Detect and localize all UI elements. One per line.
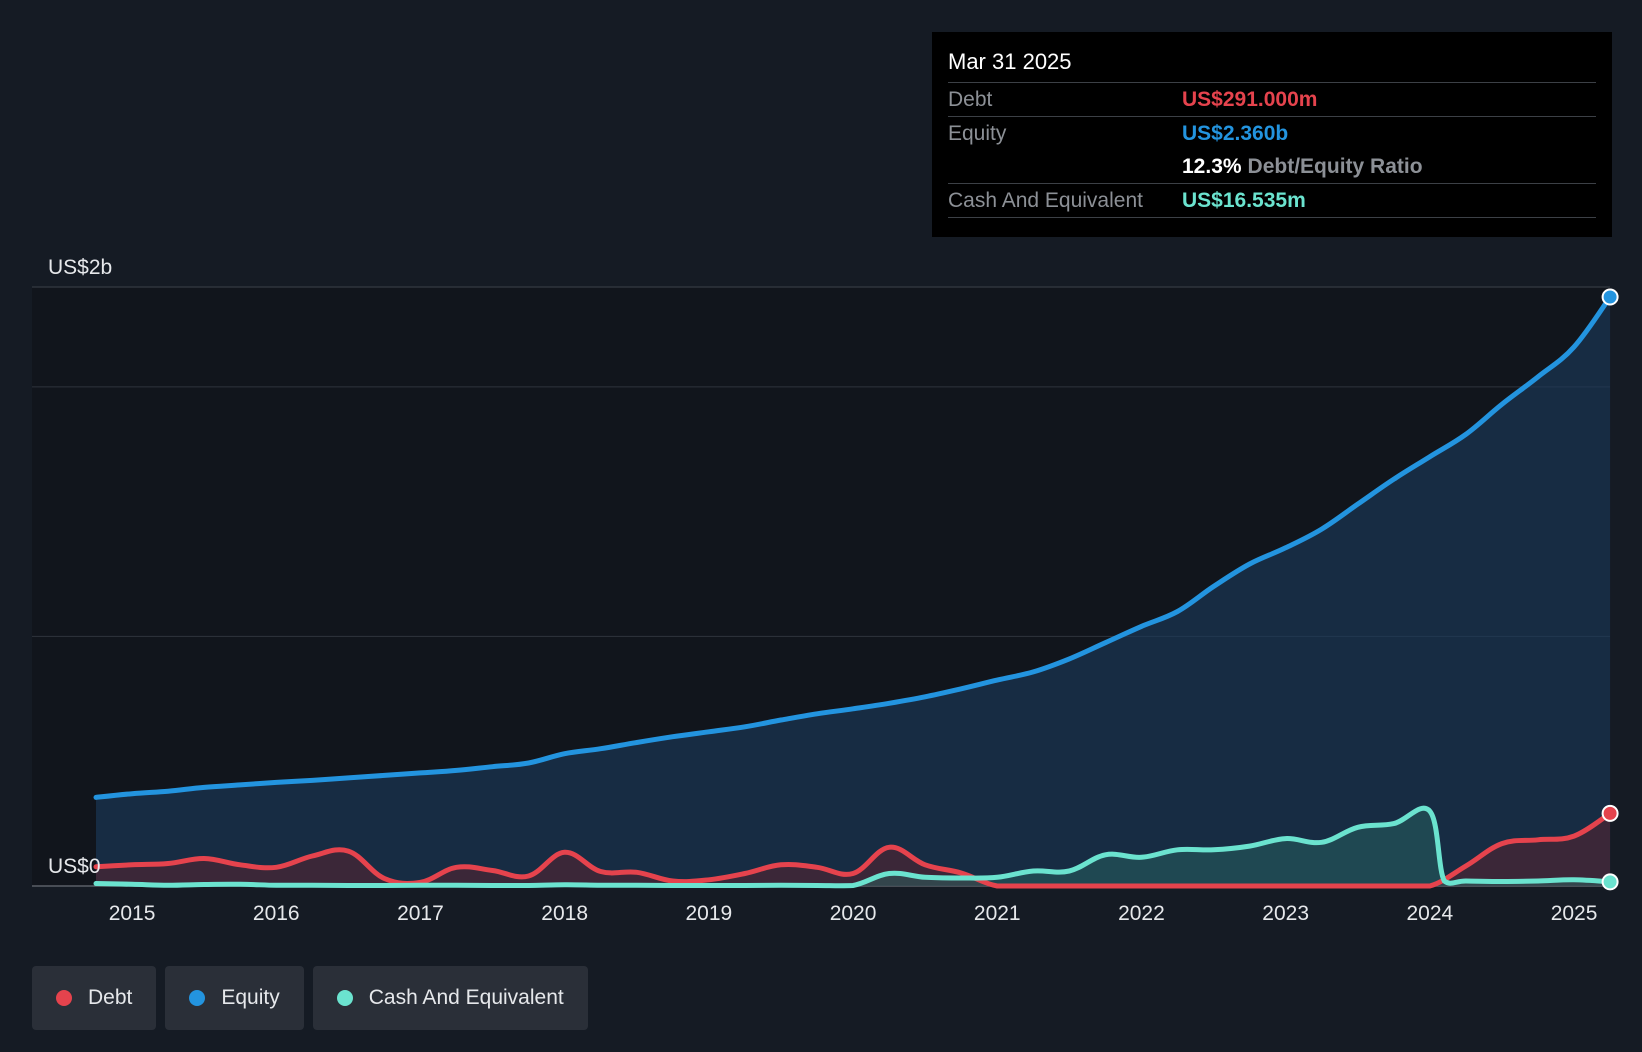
series-lines	[93, 294, 1613, 889]
x-tick-label: 2025	[1551, 902, 1598, 925]
tooltip-row-debt: Debt US$291.000m	[948, 82, 1596, 116]
y-axis-label: US$2b	[48, 256, 112, 279]
debt-dot-icon	[56, 990, 72, 1006]
equity-area	[96, 297, 1611, 886]
x-tick-label: 2024	[1406, 902, 1453, 925]
chart-legend: Debt Equity Cash And Equivalent	[32, 966, 588, 1030]
cash-area	[96, 808, 1611, 886]
y-axis-labels: US$2b US$0	[48, 256, 112, 878]
tooltip-date: Mar 31 2025	[948, 49, 1072, 74]
x-tick-label: 2020	[830, 902, 877, 925]
cash-endpoint	[1601, 873, 1619, 891]
series-endpoints	[1601, 288, 1619, 891]
equity-endpoint	[1601, 288, 1619, 306]
legend-item-debt[interactable]: Debt	[32, 966, 157, 1030]
tooltip-panel: Mar 31 2025 Debt US$291.000m Equity US$2…	[932, 32, 1612, 237]
tooltip-cash-label: Cash And Equivalent	[948, 188, 1143, 212]
legend-debt-label: Debt	[88, 986, 133, 1009]
x-tick-label: 2015	[109, 902, 156, 925]
legend-item-cash[interactable]: Cash And Equivalent	[312, 966, 588, 1030]
x-tick-label: 2023	[1262, 902, 1309, 925]
x-tick-label: 2016	[253, 902, 300, 925]
x-tick-label: 2021	[974, 902, 1021, 925]
debt-line	[93, 810, 1613, 889]
cash-line	[93, 805, 1613, 889]
tooltip-ratio-label: Debt/Equity Ratio	[1247, 154, 1423, 178]
equity-dot-icon	[189, 990, 206, 1006]
x-tick-label: 2019	[685, 902, 732, 925]
x-tick-label: 2018	[541, 902, 588, 925]
tooltip-row-cash: Cash And Equivalent US$16.535m	[948, 183, 1596, 218]
cash-dot-icon	[336, 990, 353, 1006]
tooltip-cash-value: US$16.535m	[1182, 188, 1306, 212]
y-axis-label: US$0	[48, 855, 101, 878]
tooltip-row-ratio: 12.3% Debt/Equity Ratio	[948, 150, 1596, 183]
legend-item-equity[interactable]: Equity	[165, 966, 304, 1030]
x-axis-ticks: 2015 2016 2017 2018 2019 2020 2021 2022 2023 2024…	[109, 902, 1598, 925]
tooltip-equity-label: Equity	[948, 121, 1007, 145]
x-tick-label: 2022	[1118, 902, 1165, 925]
x-tick-label: 2017	[397, 902, 444, 925]
tooltip-row-equity: Equity US$2.360b	[948, 116, 1596, 150]
tooltip-ratio-value: 12.3%	[1182, 154, 1242, 178]
equity-line	[93, 294, 1613, 800]
tooltip-debt-value: US$291.000m	[1182, 87, 1318, 111]
tooltip-equity-value: US$2.360b	[1182, 121, 1289, 145]
legend-cash-label: Cash And Equivalent	[368, 986, 564, 1009]
tooltip-debt-label: Debt	[948, 87, 993, 111]
legend-equity-label: Equity	[221, 986, 280, 1009]
debt-endpoint	[1601, 804, 1619, 822]
